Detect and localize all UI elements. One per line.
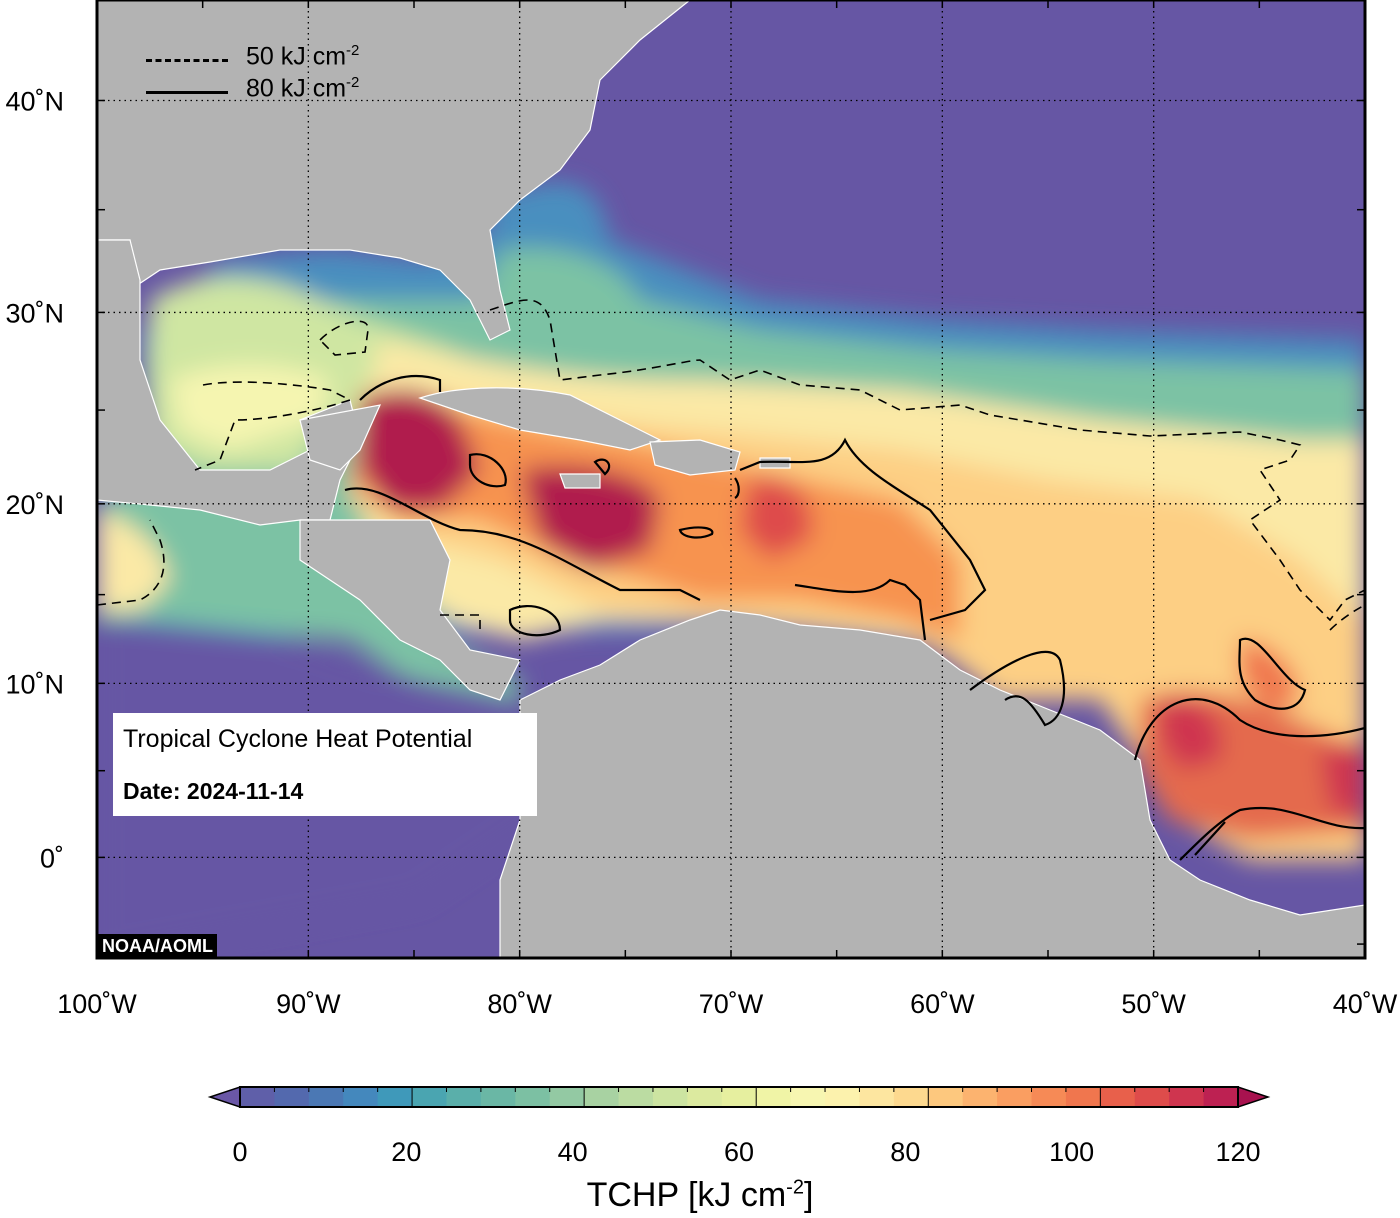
colorbar-frame (239, 1086, 1239, 1108)
map-date: Date: 2024-11-14 (123, 778, 304, 804)
gridlines (97, 0, 1365, 958)
colorbar-tick-label: 40 (558, 1137, 588, 1167)
colorbar-tick-labels: 0 20 40 60 80 100 120 (232, 1137, 1260, 1167)
info-box: Tropical Cyclone Heat Potential Date: 20… (113, 713, 537, 816)
colorbar-segment (790, 1087, 826, 1107)
colorbar-tick-label: 60 (724, 1137, 754, 1167)
colorbar-segment (687, 1087, 723, 1107)
colorbar-segment (343, 1087, 379, 1107)
colorbar-tick-label: 80 (890, 1137, 920, 1167)
colorbar-segment (1169, 1087, 1205, 1107)
colorbar-segment (997, 1087, 1033, 1107)
latitude-labels: 40˚N 30˚N 20˚N 10˚N 0˚ (5, 86, 64, 873)
colorbar-segment (377, 1087, 413, 1107)
colorbar-segment (962, 1087, 998, 1107)
colorbar-tick-label: 100 (1049, 1137, 1094, 1167)
latitude-tick-label: 20˚N (5, 490, 64, 520)
colorbar-tick-label: 0 (232, 1137, 247, 1167)
colorbar-segment (549, 1087, 585, 1107)
longitude-tick-label: 90˚W (276, 989, 341, 1019)
contour-80 (344, 375, 1365, 861)
colorbar-segment (1134, 1087, 1170, 1107)
latitude-tick-label: 40˚N (5, 86, 64, 116)
land (97, 0, 1365, 958)
colorbar-max-arrow (1237, 1085, 1271, 1109)
colorbar-segment (584, 1087, 620, 1107)
colorbar-segment (274, 1087, 310, 1107)
colorbar-min-arrow (207, 1085, 241, 1109)
latitude-tick-label: 30˚N (5, 298, 64, 328)
legend-label-50: 50 kJ cm-2 (246, 42, 360, 71)
colorbar-segment (480, 1087, 516, 1107)
colorbar-segment (618, 1087, 654, 1107)
colorbar (207, 1085, 1271, 1109)
colorbar-segment (859, 1087, 895, 1107)
colorbar-segment (1065, 1087, 1101, 1107)
colorbar-segment (756, 1087, 792, 1107)
colorbar-segment (928, 1087, 964, 1107)
longitude-labels: 100˚W 90˚W 80˚W 70˚W 60˚W 50˚W 40˚W (57, 989, 1398, 1019)
colorbar-segment (412, 1087, 447, 1107)
colorbar-segment (515, 1087, 551, 1107)
colorbar-segment (446, 1087, 482, 1107)
colorbar-segment (652, 1087, 688, 1107)
colorbar-title: TCHP [kJ cm-2] (586, 1176, 814, 1214)
solid-line-icon (146, 91, 228, 94)
credit-label: NOAA/AOML (98, 934, 217, 958)
colorbar-segment (308, 1087, 344, 1107)
longitude-tick-label: 70˚W (699, 989, 764, 1019)
latitude-tick-label: 10˚N (5, 669, 64, 699)
longitude-tick-label: 50˚W (1121, 989, 1186, 1019)
legend-label-80: 80 kJ cm-2 (246, 74, 360, 103)
colorbar-segment (825, 1087, 860, 1107)
colorbar-segment (240, 1087, 275, 1107)
colorbar-segment (1203, 1087, 1239, 1107)
map-panel (97, 0, 1365, 958)
colorbar-tick-label: 120 (1215, 1137, 1260, 1167)
colorbar-tick-label: 20 (391, 1137, 421, 1167)
longitude-tick-label: 40˚W (1333, 989, 1398, 1019)
colorbar-segment (721, 1087, 757, 1107)
latitude-tick-label: 0˚ (40, 843, 64, 873)
colorbar-segment (1031, 1087, 1067, 1107)
longitude-tick-label: 60˚W (910, 989, 975, 1019)
contour-50 (97, 299, 1365, 631)
colorbar-segment (893, 1087, 929, 1107)
colorbar-segment (1100, 1087, 1136, 1107)
map-title: Tropical Cyclone Heat Potential (123, 725, 473, 753)
longitude-tick-label: 80˚W (487, 989, 552, 1019)
longitude-tick-label: 100˚W (57, 989, 137, 1019)
dashed-line-icon (146, 59, 228, 62)
